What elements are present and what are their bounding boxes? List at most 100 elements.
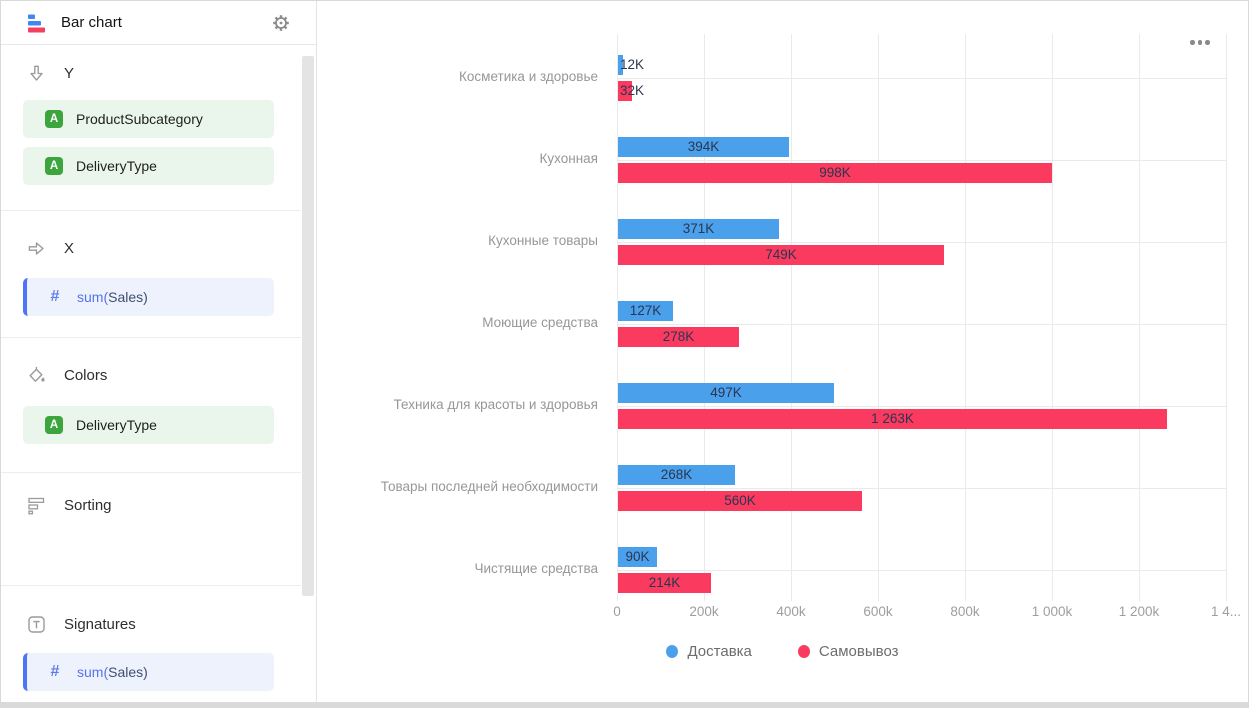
x-gridline xyxy=(704,34,705,601)
field-pill-sum-sales-signatures[interactable]: # sum(Sales) xyxy=(23,653,274,691)
bar-value-label: 127K xyxy=(629,303,662,318)
x-gridline xyxy=(791,34,792,601)
bar-segment[interactable] xyxy=(618,245,944,265)
bar-segment[interactable] xyxy=(618,163,1052,183)
bar-segment[interactable] xyxy=(618,327,739,347)
category-label: Косметика и здоровье xyxy=(459,69,598,84)
section-signatures: Signatures # sum(Sales) xyxy=(1,586,301,691)
field-label: sum(Sales) xyxy=(77,664,148,680)
category-label: Техника для красоты и здоровья xyxy=(393,397,599,412)
legend-item[interactable]: Самовывоз xyxy=(797,643,899,660)
section-label: Signatures xyxy=(64,615,136,633)
legend-label: Самовывоз xyxy=(818,643,899,660)
x-axis-tick-label: 800k xyxy=(950,604,980,619)
bar-segment[interactable] xyxy=(618,547,657,567)
section-label: Sorting xyxy=(64,496,112,514)
chart-type-title: Bar chart xyxy=(61,14,122,31)
x-axis-tick-label: 400k xyxy=(776,604,806,619)
bar-value-label: 560K xyxy=(724,493,756,508)
y-gridline xyxy=(617,324,1226,325)
x-axis-tick-label: 1 4... xyxy=(1210,604,1242,619)
bar-value-label: 394K xyxy=(687,139,720,154)
gear-icon[interactable] xyxy=(270,12,292,34)
bar-value-label: 998K xyxy=(819,165,851,180)
sort-bars-icon xyxy=(26,495,47,516)
sidebar-scrollbar[interactable] xyxy=(302,56,314,596)
x-gridline xyxy=(1052,34,1053,601)
bar-segment[interactable] xyxy=(618,383,834,403)
bar-segment[interactable] xyxy=(618,301,673,321)
bar-value-label: 278K xyxy=(662,329,695,344)
dimension-type-badge: A xyxy=(45,416,63,434)
section-colors-header: Colors xyxy=(1,363,301,387)
x-gridline xyxy=(878,34,879,601)
text-label-icon xyxy=(26,614,47,635)
category-label: Моющие средства xyxy=(482,315,598,330)
y-gridline xyxy=(617,406,1226,407)
bar-value-label: 32K xyxy=(620,83,645,98)
field-label: sum(Sales) xyxy=(77,289,148,305)
bar-segment[interactable] xyxy=(618,137,789,157)
x-axis-tick-label: 1 200k xyxy=(1118,604,1160,619)
x-axis-tick-label: 200k xyxy=(689,604,719,619)
y-gridline xyxy=(617,242,1226,243)
horizontal-scrollbar[interactable] xyxy=(1,702,1248,707)
category-label: Кухонные товары xyxy=(488,233,598,248)
arrow-down-icon xyxy=(26,63,47,84)
bar-value-label: 497K xyxy=(710,385,742,400)
category-label: Товары последней необходимости xyxy=(380,479,598,494)
bar-chart-icon xyxy=(26,12,48,34)
bar-value-label: 214K xyxy=(648,575,681,590)
bar-value-label: 90K xyxy=(625,549,650,564)
sidebar-header: Bar chart xyxy=(1,1,316,45)
dimension-type-badge: A xyxy=(45,157,63,175)
section-colors: Colors A DeliveryType xyxy=(1,338,301,473)
bar-value-label: 749K xyxy=(765,247,797,262)
x-axis-tick-label: 0 xyxy=(613,604,621,619)
bar-segment[interactable] xyxy=(618,219,779,239)
x-gridline xyxy=(1139,34,1140,601)
bar-segment[interactable] xyxy=(618,573,711,593)
category-label: Чистящие средства xyxy=(474,561,599,576)
paint-bucket-icon xyxy=(26,365,47,386)
legend-item[interactable]: Доставка xyxy=(666,643,752,660)
legend-dot-icon xyxy=(666,645,679,658)
field-label: ProductSubcategory xyxy=(76,111,203,127)
section-label: Colors xyxy=(64,366,108,384)
y-gridline xyxy=(617,488,1226,489)
field-pill-deliverytype-colors[interactable]: A DeliveryType xyxy=(23,406,274,444)
bar-value-label: 1 263K xyxy=(871,411,914,426)
section-label: X xyxy=(64,239,75,257)
chart-settings-sidebar: Bar chart xyxy=(1,1,317,707)
field-label: DeliveryType xyxy=(76,158,157,174)
bar-segment[interactable] xyxy=(618,491,862,511)
bar-value-label: 371K xyxy=(682,221,715,236)
field-pill-productsubcategory[interactable]: A ProductSubcategory xyxy=(23,100,274,138)
more-menu-button[interactable] xyxy=(1186,36,1214,49)
section-label: Y xyxy=(64,64,75,82)
field-label: DeliveryType xyxy=(76,417,157,433)
field-pill-sum-sales[interactable]: # sum(Sales) xyxy=(23,278,274,316)
category-label: Кухонная xyxy=(539,151,598,166)
chart-legend: Доставка Самовывоз xyxy=(317,643,1248,660)
section-sorting: Sorting xyxy=(1,473,301,586)
bar-segment[interactable] xyxy=(618,55,623,75)
measure-type-badge: # xyxy=(50,288,60,305)
section-x-axis: X # sum(Sales) xyxy=(1,211,301,338)
ellipsis-icon xyxy=(1190,40,1195,45)
field-pill-deliverytype[interactable]: A DeliveryType xyxy=(23,147,274,185)
section-y-axis: Y A ProductSubcategory A DeliveryType xyxy=(1,45,301,211)
chart-card: 0 200k 400k 600k 800k 1 000k 1 200k 1 4... Косме… xyxy=(317,1,1248,707)
dimension-type-badge: A xyxy=(45,110,63,128)
bar-segment[interactable] xyxy=(618,465,735,485)
x-axis-tick-label: 600k xyxy=(863,604,893,619)
bar-value-label: 268K xyxy=(660,467,693,482)
x-gridline xyxy=(1226,34,1227,601)
x-gridline xyxy=(617,34,618,601)
bar-segment[interactable] xyxy=(618,81,632,101)
legend-dot-icon xyxy=(797,645,810,658)
arrow-right-icon xyxy=(26,238,47,259)
bar-segment[interactable] xyxy=(618,409,1167,429)
y-gridline xyxy=(617,78,1226,79)
